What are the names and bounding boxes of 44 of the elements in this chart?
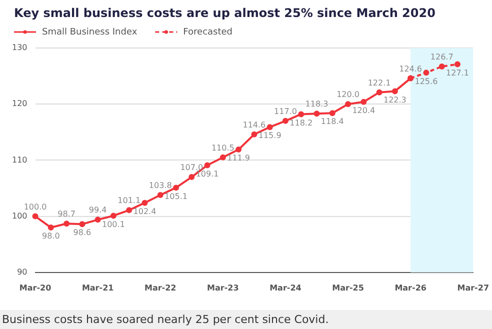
data-label: 101.1 [118, 196, 141, 206]
data-label: 100.0 [24, 202, 47, 212]
x-tick-label: Mar-21 [82, 283, 114, 292]
data-label: 118.3 [305, 100, 328, 109]
data-label: 118.2 [290, 118, 313, 128]
data-label: 110.5 [211, 143, 234, 152]
x-tick-label: Mar-27 [457, 283, 490, 292]
data-label: 126.7 [430, 52, 454, 62]
data-label: 98.0 [42, 232, 60, 241]
text: Business costs have soared nearly 25 per cent since Covid. [0, 310, 492, 329]
data-label: 127.1 [446, 68, 469, 78]
data-label: 117.0 [274, 107, 297, 116]
data-label: 120.0 [336, 90, 360, 100]
data-label: 122.3 [383, 95, 406, 104]
data-label: 118.4 [320, 117, 344, 126]
data-label: 105.1 [164, 192, 188, 201]
x-tick-label: Mar-22 [144, 283, 176, 292]
data-label: 120.4 [352, 106, 376, 115]
data-label: 100.1 [102, 220, 125, 229]
y-tick-label: 110 [12, 155, 28, 164]
data-label: 122.1 [368, 78, 391, 88]
data-label: 98.7 [58, 210, 76, 219]
y-tick-label: 100 [12, 211, 28, 220]
legend-label: Small Business Index [42, 27, 138, 38]
data-label: 99.4 [88, 206, 107, 215]
y-tick-label: 90 [17, 267, 28, 276]
data-label: 111.9 [227, 154, 250, 163]
x-tick-label: Mar-24 [270, 283, 302, 292]
data-label: 125.6 [414, 76, 438, 86]
y-tick-label: 130 [12, 43, 28, 52]
data-label: 102.4 [133, 206, 156, 216]
data-label: 115.9 [258, 131, 282, 140]
data-label: 103.8 [148, 181, 172, 190]
y-tick-label: 120 [12, 99, 28, 108]
x-tick-label: Mar-26 [394, 283, 427, 292]
data-label: 109.1 [196, 169, 219, 178]
x-tick-label: Mar-23 [207, 283, 239, 292]
x-tick-label: Mar-25 [332, 283, 364, 292]
x-tick-label: Mar-20 [19, 283, 52, 292]
data-label: 114.6 [242, 120, 266, 130]
data-label: 124.6 [399, 64, 422, 74]
data-label: 98.6 [73, 228, 92, 238]
legend-label: Forecasted [183, 27, 233, 38]
chart-title: Key small business costs are up almost 25% since March 2020 [13, 5, 436, 22]
